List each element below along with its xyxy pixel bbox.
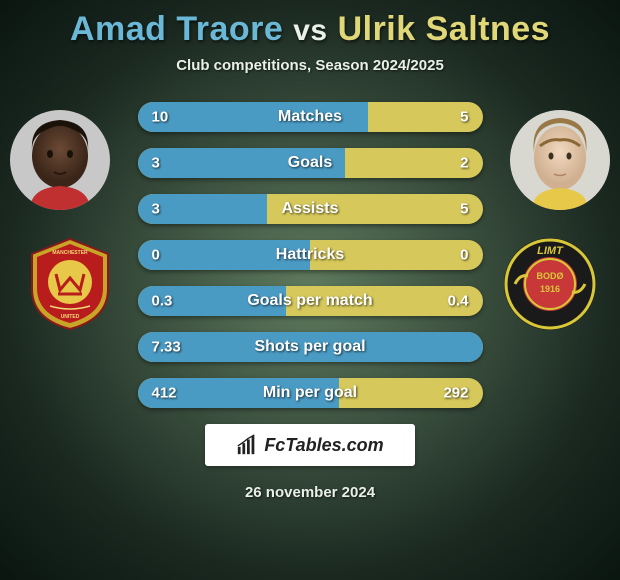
page-title: Amad Traore vs Ulrik Saltnes — [0, 0, 620, 49]
stat-label: Min per goal — [263, 384, 357, 402]
stat-value-player1: 0.3 — [152, 293, 173, 310]
stat-label: Assists — [282, 200, 339, 218]
svg-text:UNITED: UNITED — [61, 314, 80, 320]
player2-name: Ulrik Saltnes — [338, 10, 550, 48]
stat-bar: 3 Assists 5 — [138, 194, 483, 224]
stat-bar: 7.33 Shots per goal — [138, 332, 483, 362]
stat-label: Goals per match — [247, 292, 372, 310]
stat-value-player2: 0.4 — [448, 293, 469, 310]
stat-label: Matches — [278, 108, 342, 126]
stat-label: Hattricks — [276, 246, 344, 264]
comparison-panel: MANCHESTER UNITED BODØ 1916 LIMT 10 Match… — [0, 102, 620, 408]
stat-value-player2: 2 — [460, 155, 468, 172]
stat-value-player2: 292 — [443, 385, 468, 402]
stat-bar: 10 Matches 5 — [138, 102, 483, 132]
stat-value-player1: 412 — [152, 385, 177, 402]
player2-avatar — [510, 110, 610, 210]
stat-label: Shots per goal — [254, 338, 365, 356]
stat-value-player1: 7.33 — [152, 339, 181, 356]
player1-name: Amad Traore — [70, 10, 283, 48]
brand-text: FcTables.com — [264, 435, 383, 456]
svg-text:LIMT: LIMT — [537, 245, 564, 257]
stat-bar: 0.3 Goals per match 0.4 — [138, 286, 483, 316]
svg-text:1916: 1916 — [540, 284, 560, 294]
stat-value-player1: 3 — [152, 201, 160, 218]
player2-club-crest: BODØ 1916 LIMT — [500, 234, 600, 334]
stat-value-player2: 0 — [460, 247, 468, 264]
svg-text:BODØ: BODØ — [537, 271, 564, 281]
stat-label: Goals — [288, 154, 332, 172]
brand-logo: FcTables.com — [205, 424, 415, 466]
stat-bar: 0 Hattricks 0 — [138, 240, 483, 270]
stat-value-player2: 5 — [460, 109, 468, 126]
stat-value-player1: 3 — [152, 155, 160, 172]
svg-text:MANCHESTER: MANCHESTER — [52, 250, 88, 256]
stat-value-player1: 0 — [152, 247, 160, 264]
player1-club-crest: MANCHESTER UNITED — [20, 234, 120, 334]
subtitle: Club competitions, Season 2024/2025 — [0, 57, 620, 74]
player1-avatar — [10, 110, 110, 210]
stat-bar: 3 Goals 2 — [138, 148, 483, 178]
stat-value-player1: 10 — [152, 109, 169, 126]
date-text: 26 november 2024 — [0, 484, 620, 501]
vs-text: vs — [293, 14, 327, 47]
stat-bar: 412 Min per goal 292 — [138, 378, 483, 408]
stat-bars: 10 Matches 5 3 Goals 2 3 Assists 5 0 Hattricks 0 0.3… — [138, 102, 483, 408]
stat-value-player2: 5 — [460, 201, 468, 218]
chart-icon — [236, 434, 258, 456]
